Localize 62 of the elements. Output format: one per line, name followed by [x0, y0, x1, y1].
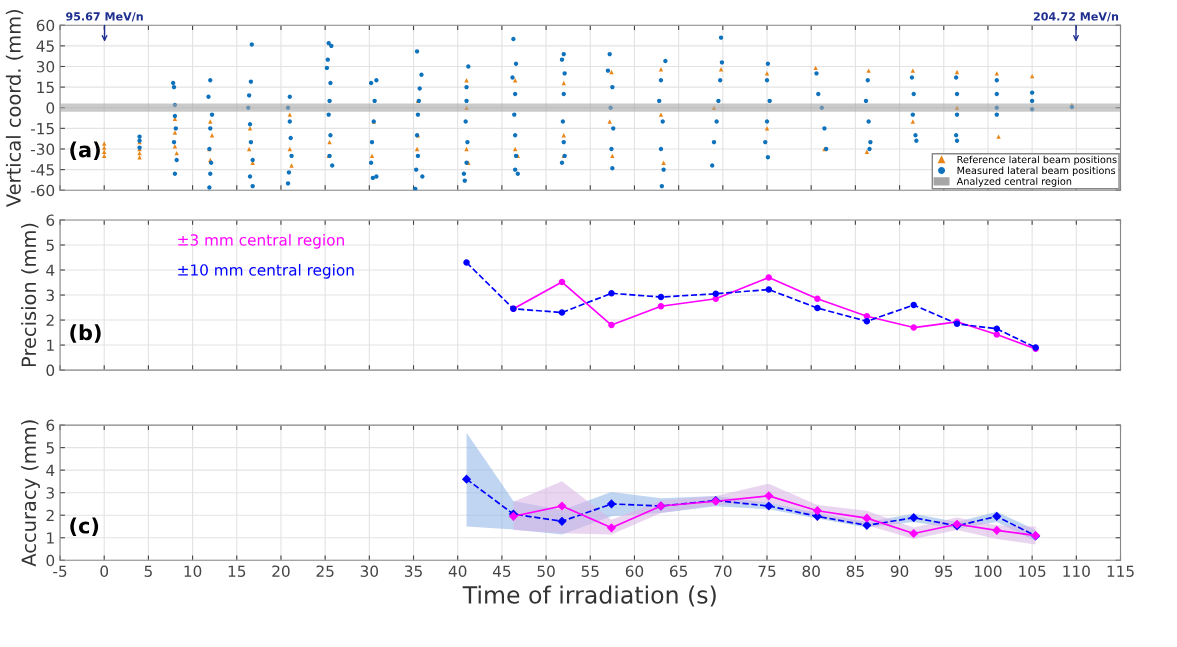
x-tick-label: 100: [975, 565, 1002, 577]
y-tick-label: 4: [46, 264, 55, 276]
x-tick-label: 110: [1063, 565, 1090, 577]
y-tick-label: 1: [47, 532, 54, 544]
legend-label: Analyzed central region: [956, 177, 1072, 187]
text: ±10 mm central region: [178, 263, 354, 279]
y-tick-label: 60: [36, 19, 55, 32]
x-tick-label: 70: [714, 565, 732, 577]
y-tick-label: -15: [30, 123, 54, 135]
y-tick-label: 5: [46, 442, 54, 454]
y-tick-label: 3: [46, 289, 54, 302]
y-axis-title: Precision (mm): [21, 223, 39, 367]
y-tick-label: 0: [46, 364, 55, 377]
y-axis-title: Accuracy (mm): [21, 420, 40, 567]
y-tick-label: 4: [46, 464, 55, 476]
x-tick-label: 55: [581, 565, 599, 577]
y-tick-label: 0: [46, 554, 55, 567]
y-tick-label: 0: [46, 102, 55, 114]
x-tick-label: 85: [846, 565, 864, 577]
y-tick-label: 45: [36, 40, 54, 52]
annotation: (a): [70, 141, 100, 160]
annotation: (c): [70, 517, 99, 536]
legend-label: Reference lateral beam positions: [957, 155, 1117, 166]
x-tick-label: 105: [1019, 565, 1046, 577]
x-tick-label: 5: [144, 565, 152, 577]
y-axis-title: Vertical coord. (mm): [5, 9, 24, 207]
x-tick-label: 75: [758, 565, 776, 577]
x-tick-label: 20: [272, 565, 290, 577]
y-tick-label: 1: [47, 339, 54, 351]
y-tick-label: -60: [30, 184, 55, 197]
y-tick-label: -30: [30, 143, 55, 155]
x-tick-label: 80: [802, 565, 820, 577]
y-tick-label: 5: [46, 239, 54, 252]
x-tick-label: 25: [316, 565, 334, 577]
x-tick-label: 90: [890, 565, 909, 577]
text: ±3 mm central region: [178, 233, 344, 249]
x-tick-label: 40: [448, 565, 467, 577]
x-tick-label: 35: [404, 565, 422, 577]
y-tick-label: 15: [37, 81, 54, 94]
y-tick-label: -45: [30, 164, 54, 176]
x-tick-label: -5: [53, 565, 67, 577]
y-tick-label: 3: [46, 487, 54, 499]
x-tick-label: 115: [1107, 565, 1134, 577]
x-tick-label: 10: [184, 565, 202, 577]
x-tick-label: 0: [100, 565, 109, 577]
y-tick-label: 2: [46, 509, 54, 522]
x-tick-label: 50: [537, 565, 555, 577]
x-tick-label: 30: [360, 565, 379, 577]
legend-label: Measured lateral beam positions: [957, 166, 1116, 176]
x-tick-label: 60: [625, 565, 644, 577]
x-tick-label: 15: [228, 565, 246, 577]
x-tick-label: 95: [935, 565, 953, 577]
x-tick-label: 65: [669, 565, 688, 577]
x-tick-label: 45: [492, 565, 511, 577]
x-axis-title: Time of irradiation (s): [462, 585, 716, 607]
y-tick-label: 2: [46, 314, 54, 326]
y-tick-label: 6: [46, 419, 55, 432]
annotation: (b): [70, 324, 101, 343]
text: 204.72 MeV/n: [1033, 12, 1119, 22]
y-tick-label: 6: [46, 214, 55, 226]
text: 95.67 MeV/n: [66, 12, 143, 22]
y-tick-label: 30: [36, 60, 55, 73]
